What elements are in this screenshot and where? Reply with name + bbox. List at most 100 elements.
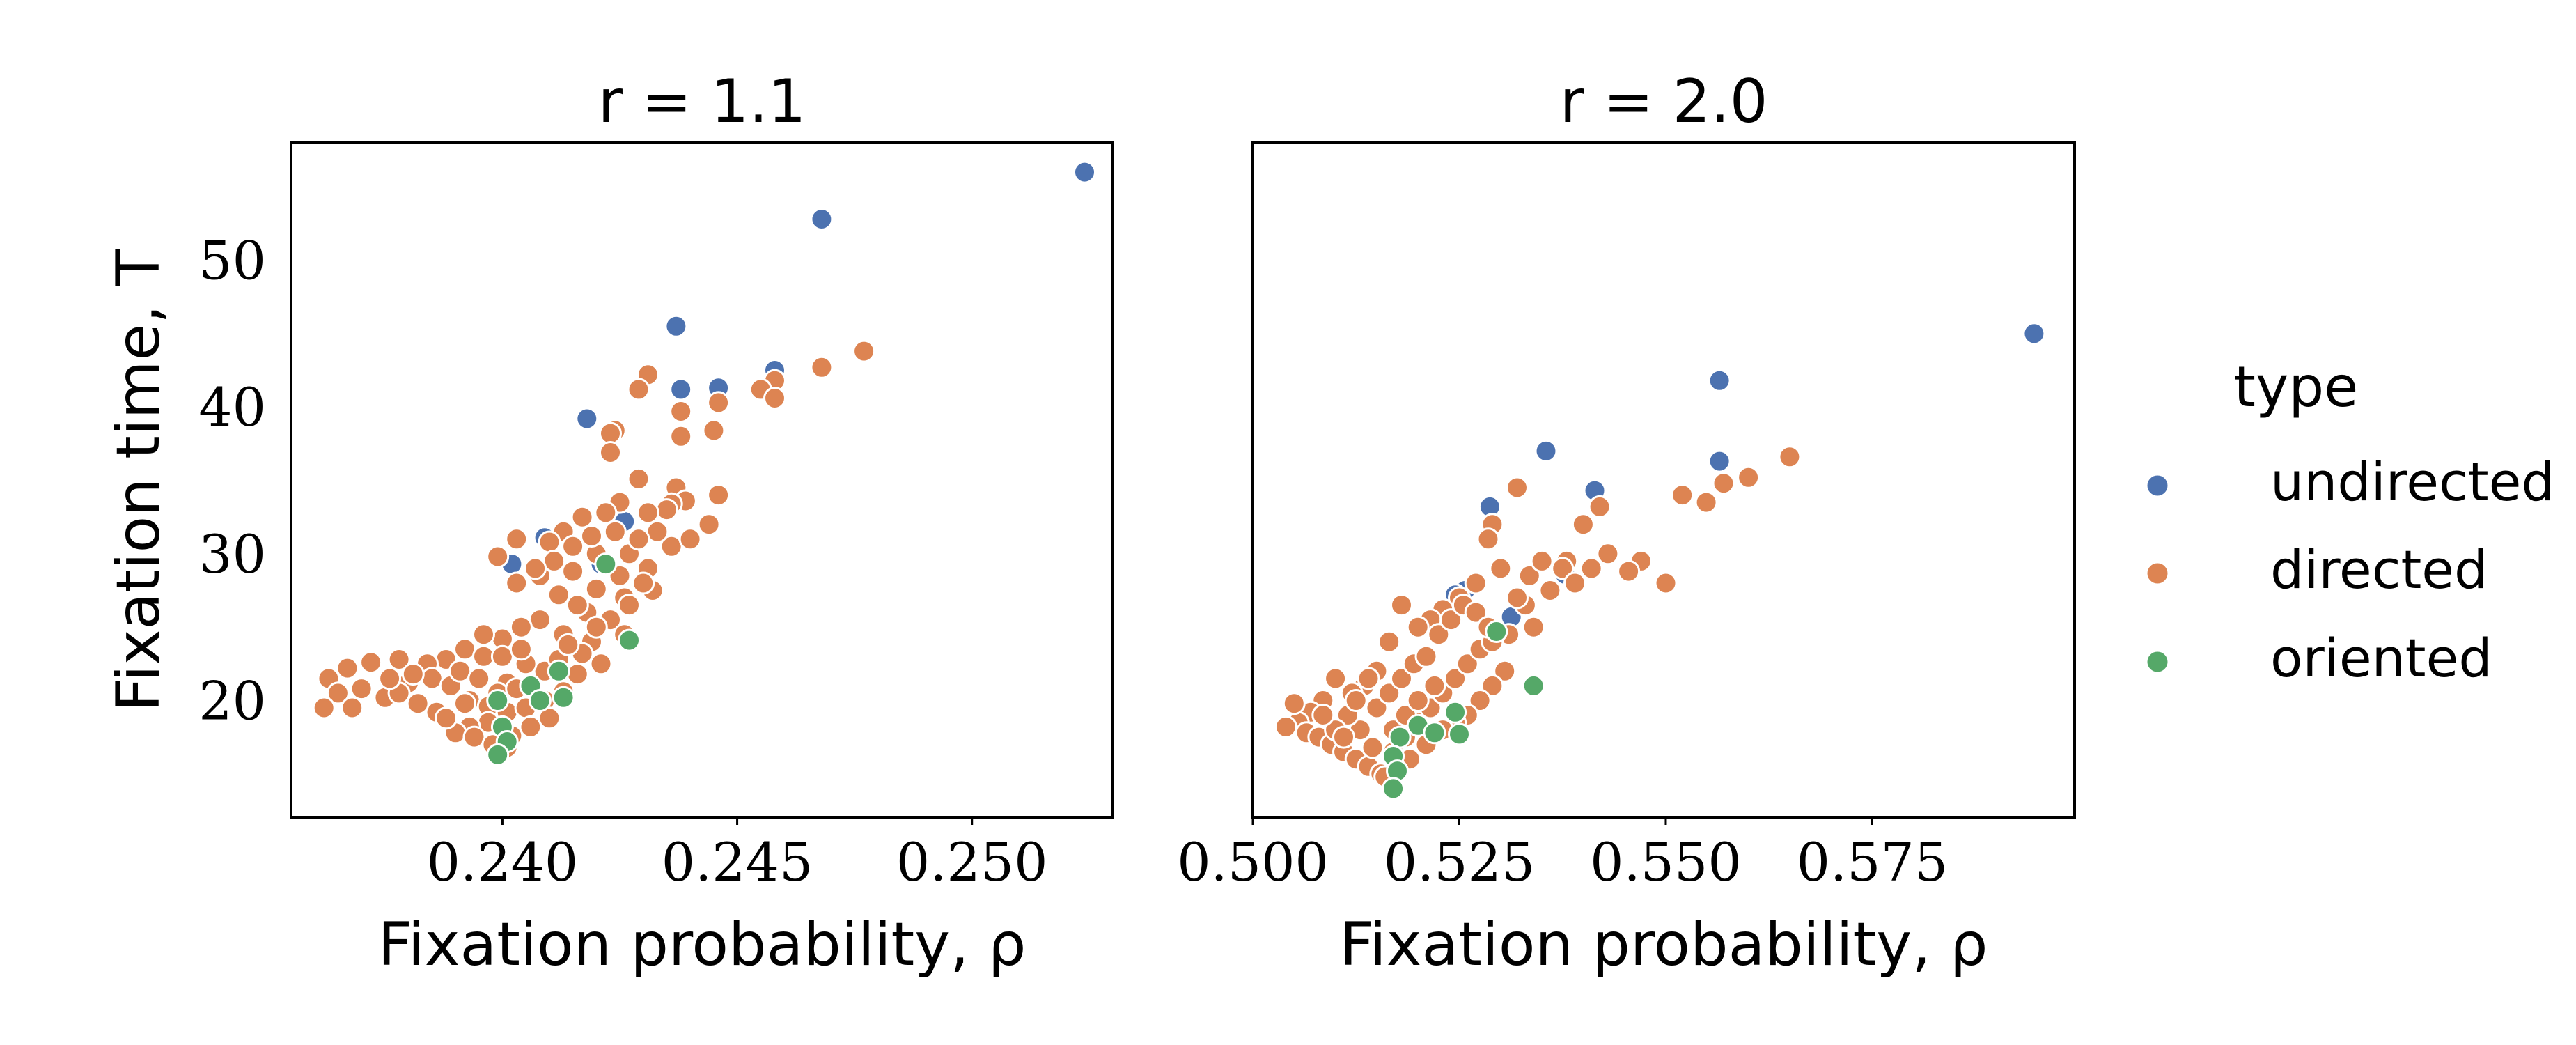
x-tick-label: 0.550 <box>1590 831 1742 893</box>
series-directed <box>1274 445 1802 789</box>
legend-marker-oriented <box>2145 649 2170 674</box>
data-point-directed <box>580 525 603 548</box>
data-point-directed <box>561 534 585 558</box>
data-point-directed <box>632 571 655 595</box>
data-point-undirected <box>664 314 688 338</box>
data-point-directed <box>1694 490 1718 514</box>
plot-frame <box>1251 141 2076 819</box>
data-point-directed <box>1423 674 1446 697</box>
data-point-directed <box>519 715 542 738</box>
x-tick-label: 0.500 <box>1177 831 1329 893</box>
legend: type undirected directed oriented <box>2145 355 2555 689</box>
data-point-directed <box>1617 559 1641 583</box>
data-point-directed <box>618 594 641 617</box>
data-point-oriented <box>486 689 510 712</box>
data-point-directed <box>509 615 533 639</box>
legend-label-directed: directed <box>2270 539 2488 601</box>
data-point-directed <box>524 557 547 580</box>
data-point-directed <box>528 608 552 632</box>
data-point-directed <box>1282 692 1306 715</box>
subplot-r-2-0: r = 2.0 0.500 0.525 0.550 0.575 Fixation prob… <box>1177 67 2076 980</box>
data-point-directed <box>1439 608 1463 632</box>
x-tick-label: 0.240 <box>427 831 579 893</box>
legend-marker-undirected <box>2145 473 2170 498</box>
data-point-directed <box>707 483 731 507</box>
data-point-directed <box>1406 689 1430 712</box>
data-point-directed <box>561 559 585 583</box>
data-point-directed <box>378 667 402 690</box>
y-axis-label: Fixation time, T <box>104 249 173 712</box>
data-point-directed <box>1406 615 1430 639</box>
data-point-undirected <box>1073 160 1096 184</box>
data-point-oriented <box>486 743 510 766</box>
data-point-directed <box>599 421 622 445</box>
data-point-oriented <box>618 628 641 652</box>
plot-frame <box>290 141 1114 819</box>
data-point-directed <box>341 696 364 720</box>
data-point-oriented <box>594 552 618 576</box>
data-point-directed <box>312 696 336 720</box>
data-point-directed <box>1481 674 1504 697</box>
data-point-undirected <box>810 208 834 231</box>
data-point-directed <box>702 419 726 442</box>
data-point-directed <box>467 667 491 690</box>
data-point-oriented <box>547 659 570 683</box>
data-point-directed <box>669 400 693 423</box>
subplot-r-1-1: r = 1.1 0.240 0.245 0.250 20 30 40 50 Fixation p… <box>104 67 1114 980</box>
data-point-directed <box>1332 725 1355 749</box>
data-point-undirected <box>669 378 693 401</box>
data-point-directed <box>472 623 495 647</box>
data-point-oriented <box>1382 777 1405 800</box>
data-point-directed <box>350 677 373 701</box>
x-tick-label: 0.575 <box>1797 831 1949 893</box>
x-tick-label: 0.245 <box>662 831 813 893</box>
data-point-directed <box>1654 571 1678 595</box>
data-point-oriented <box>1522 674 1545 697</box>
data-point-directed <box>1712 472 1735 495</box>
data-point-oriented <box>1423 721 1446 745</box>
data-point-directed <box>565 594 589 617</box>
data-point-directed <box>1361 736 1384 759</box>
data-point-directed <box>326 681 350 705</box>
data-point-directed <box>1737 465 1761 489</box>
data-point-directed <box>505 527 529 551</box>
data-point-directed <box>359 651 383 674</box>
data-point-directed <box>538 706 561 730</box>
data-point-directed <box>1571 513 1595 536</box>
data-point-directed <box>599 441 622 464</box>
x-axis-label: Fixation probability, ρ <box>1340 910 1988 980</box>
data-point-directed <box>1274 715 1297 738</box>
data-point-directed <box>1464 601 1488 624</box>
y-tick-label: 20 <box>198 669 266 732</box>
data-point-directed <box>655 498 678 522</box>
data-point-directed <box>1377 681 1401 705</box>
x-tick-label: 0.250 <box>896 831 1048 893</box>
series-oriented <box>486 552 641 766</box>
data-point-directed <box>448 659 472 683</box>
x-tick-label: 0.525 <box>1384 831 1536 893</box>
data-point-directed <box>627 527 650 551</box>
data-point-directed <box>707 391 731 415</box>
data-point-directed <box>1671 483 1694 507</box>
data-point-directed <box>669 424 693 448</box>
chart-title: r = 1.1 <box>598 67 806 137</box>
data-point-directed <box>584 577 608 601</box>
data-point-directed <box>594 501 618 525</box>
data-point-directed <box>1455 652 1479 676</box>
data-point-undirected <box>2022 322 2046 346</box>
data-point-directed <box>547 583 570 607</box>
data-point-directed <box>1468 689 1492 712</box>
data-point-directed <box>627 467 650 490</box>
data-point-directed <box>627 378 650 401</box>
y-tick-label: 40 <box>198 376 266 438</box>
data-point-directed <box>401 663 425 686</box>
data-point-directed <box>570 505 594 529</box>
data-point-directed <box>1517 564 1541 587</box>
data-point-directed <box>1390 667 1413 690</box>
data-point-directed <box>1464 571 1488 595</box>
y-tick-label: 50 <box>198 230 266 292</box>
data-point-oriented <box>1448 722 1471 746</box>
legend-label-oriented: oriented <box>2270 627 2492 689</box>
data-point-directed <box>603 520 627 543</box>
